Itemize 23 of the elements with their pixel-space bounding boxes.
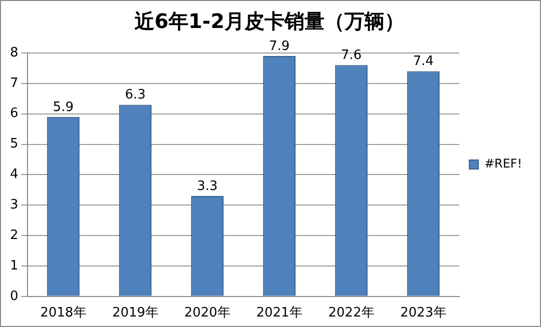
data-label: 3.3 [196,178,218,194]
data-label: 7.9 [268,38,290,54]
x-tick-label: 2018年 [40,306,86,321]
data-label: 6.3 [124,88,146,103]
y-tick-label: 7 [10,76,18,91]
y-tick-label: 8 [10,45,18,60]
x-tick-label: 2019年 [112,306,158,321]
data-label: 7.6 [340,48,362,64]
y-tick-label: 5 [10,136,18,152]
y-tick-label: 0 [10,288,18,304]
legend-label: #REF! [484,156,522,171]
x-tick-label: 2021年 [256,306,302,321]
y-tick-label: 3 [10,198,18,212]
y-tick-label: 1 [10,258,18,274]
y-tick-label: 2 [10,228,18,243]
chart-title: 近6年1-2月皮卡销量（万辆） [133,9,405,34]
data-label: 7.4 [412,54,434,70]
x-tick-label: 2020年 [184,306,230,321]
x-tick-label: 2022年 [328,306,374,321]
y-tick-label: 4 [10,167,18,182]
data-label: 5.9 [52,100,74,115]
x-tick-label: 2023年 [400,306,446,321]
y-tick-label: 6 [10,106,18,122]
